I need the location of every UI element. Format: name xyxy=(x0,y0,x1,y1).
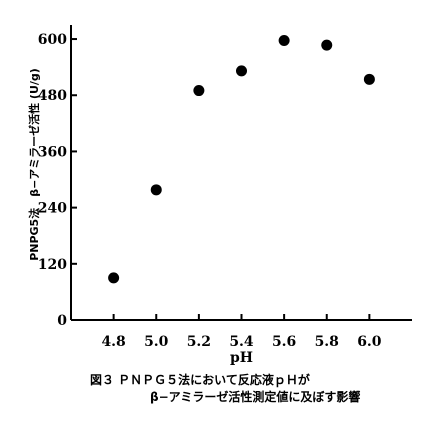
y-axis-label: PNPG5法 β−アミラーゼ活性 (U/g) xyxy=(27,68,41,261)
data-points xyxy=(108,34,375,284)
data-point xyxy=(236,65,247,77)
x-tick-label: 5.2 xyxy=(187,334,211,350)
y-tick-label: 600 xyxy=(38,32,67,48)
x-tick-label: 5.0 xyxy=(144,334,169,350)
data-point xyxy=(150,184,162,196)
data-point xyxy=(278,34,290,46)
x-tick-label: 4.8 xyxy=(101,334,125,350)
x-ticks: 4.8 5.0 5.2 5.4 5.6 5.8 6.0 xyxy=(101,314,382,350)
data-point xyxy=(108,272,120,284)
x-tick-label: 5.4 xyxy=(229,334,254,350)
y-tick-label: 480 xyxy=(38,88,67,104)
data-point xyxy=(193,85,205,97)
y-tick-label: 120 xyxy=(38,257,67,273)
y-tick-label: 0 xyxy=(57,313,67,329)
data-point xyxy=(363,73,375,85)
caption-line-1: 図３ ＰＮＰＧ５法において反応液ｐＨが xyxy=(90,373,310,387)
x-tick-label: 5.8 xyxy=(315,334,339,350)
data-point xyxy=(321,39,333,51)
x-tick-label: 6.0 xyxy=(357,334,382,350)
caption-line-2: β−アミラーゼ活性測定値に及ぼす影響 xyxy=(150,390,361,404)
y-tick-label: 360 xyxy=(38,144,67,160)
y-ticks: 0 120 240 360 480 600 xyxy=(38,32,77,329)
figure-caption: 図３ ＰＮＰＧ５法において反応液ｐＨが β−アミラーゼ活性測定値に及ぼす影響 xyxy=(90,372,420,406)
y-tick-label: 240 xyxy=(38,201,67,217)
x-axis-label: pH xyxy=(230,350,253,366)
x-tick-label: 5.6 xyxy=(272,334,296,350)
